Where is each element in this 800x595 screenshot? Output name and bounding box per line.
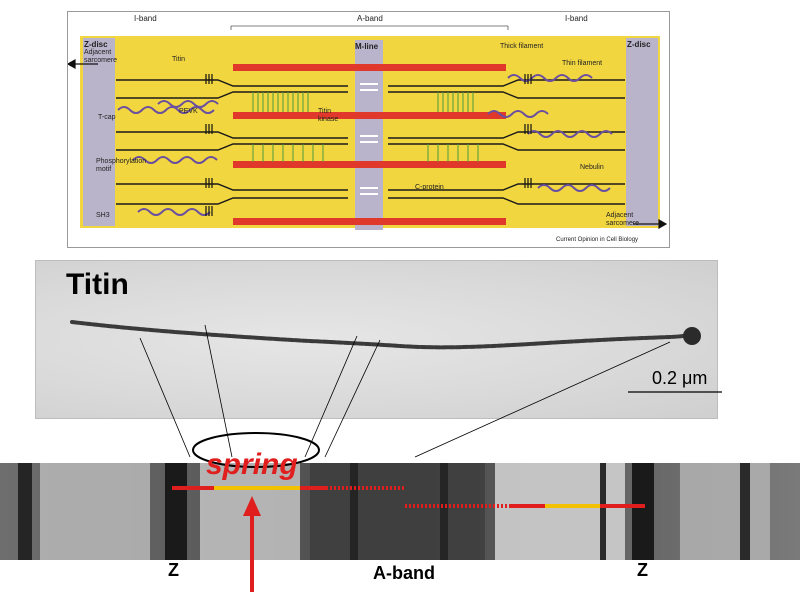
c-protein-stripes [252,92,479,162]
phosphorylation-label-1: Phosphorylation [96,158,147,165]
i-band-right-label: I-band [565,14,588,23]
pevk-coils [205,74,532,216]
sarcomere-left-label: sarcomere [84,57,118,64]
z-disc-right [626,38,658,226]
z-disc-left [83,38,115,226]
dark-stripe-1 [350,463,358,560]
a-band-label: A-band [373,563,435,583]
thick-filament-label: Thick filament [500,43,544,50]
light-band-1 [40,463,150,560]
sarcomere-diagram: I-band A-band I-band Z-disc Adjacent sar… [67,11,670,248]
spring-label: spring [206,448,298,481]
c-protein-label: C-protein [415,184,444,191]
connector-lines [139,324,671,458]
z-disc-right-label: Z-disc [627,40,651,49]
thick-filament-4 [233,218,506,225]
dark-stripe-3 [600,463,606,560]
z-right-label: Z [637,560,648,580]
thick-filament-2 [233,112,506,119]
titin-kinase-label-1: Titin [318,108,331,115]
sh3-label: SH3 [96,212,110,219]
titin-kinase-label-2: kinase [318,116,339,123]
scale-bar-label: 0.2 μm [652,368,708,388]
adjacent-arrows [68,58,668,230]
titin-springs [117,74,613,216]
thick-filament-3 [233,161,506,168]
m-line-marks [360,83,378,195]
muscle-strip-svg [0,463,800,560]
adjacent-right-label: Adjacent [606,212,634,219]
dark-stripe-2 [440,463,448,560]
z-line-right [632,463,654,560]
light-band-4 [680,463,770,560]
a-band-dark [310,463,485,560]
i-band-left-label: I-band [134,14,157,23]
sarcomere-right-label: sarcomere [606,220,640,227]
sarcomere-diagram-svg [68,25,668,230]
pevk-label: PEVK [179,108,198,115]
thin-filament-label: Thin filament [562,60,603,67]
thick-filament-1 [233,64,506,71]
spring-ellipse [192,432,320,468]
titin-micrograph [35,260,718,419]
muscle-strip [0,463,800,560]
nebulin-label: Nebulin [580,164,604,171]
z-line-far-left [18,463,32,560]
titin-end-bead [683,327,701,345]
credit-label: Current Opinion in Cell Biology [556,237,639,243]
dark-stripe-4 [740,463,750,560]
micrograph-title: Titin [66,268,129,301]
m-line-label: M-line [355,42,379,51]
thin-filaments [116,79,625,205]
titin-label-diagram: Titin [172,56,185,63]
titin-strand [70,320,692,350]
phosphorylation-label-2: motif [96,166,112,173]
z-left-label: Z [168,560,179,580]
adjacent-left-label: Adjacent [84,49,112,56]
a-band-top-label: A-band [357,14,383,23]
t-cap-label: T-cap [98,114,116,121]
red-arrow-icon [243,496,261,592]
z-disc-left-label: Z-disc [84,40,108,49]
